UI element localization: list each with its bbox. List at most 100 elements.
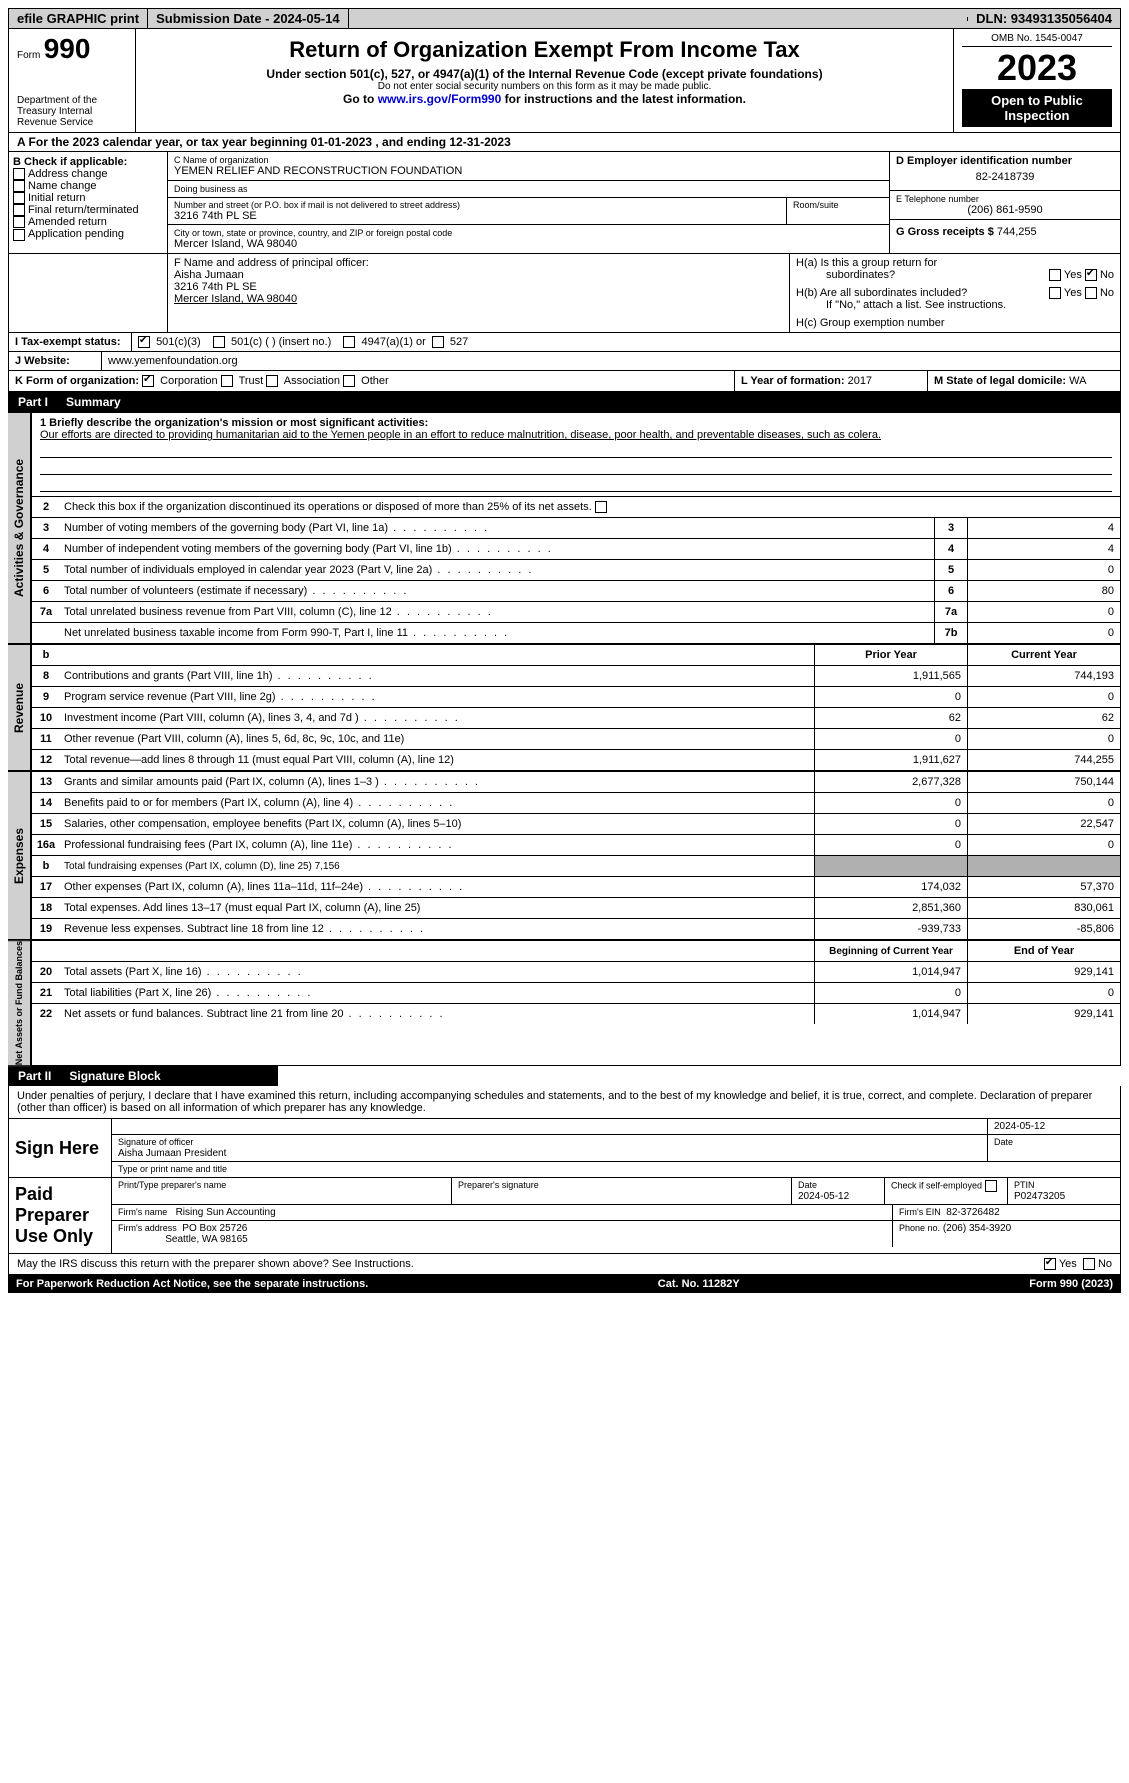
checkbox-icon[interactable] <box>13 204 25 216</box>
prep-name-label: Print/Type preparer's name <box>118 1180 226 1190</box>
l11-curr: 0 <box>967 729 1120 749</box>
ha-label: H(a) Is this a group return for <box>796 257 937 269</box>
l2-desc: Check this box if the organization disco… <box>64 501 592 513</box>
l7a-desc: Total unrelated business revenue from Pa… <box>60 604 934 620</box>
submission-date: Submission Date - 2024-05-14 <box>148 9 349 28</box>
checkbox-icon[interactable] <box>1049 287 1061 299</box>
checkbox-icon[interactable] <box>142 375 154 387</box>
checkbox-icon[interactable] <box>13 229 25 241</box>
l15-desc: Salaries, other compensation, employee b… <box>60 816 814 832</box>
l11-prior: 0 <box>814 729 967 749</box>
pra-notice: For Paperwork Reduction Act Notice, see … <box>16 1278 368 1290</box>
check-initial[interactable]: Initial return <box>13 192 163 204</box>
checkbox-icon[interactable] <box>432 336 444 348</box>
check-name[interactable]: Name change <box>13 180 163 192</box>
officer-signature: Aisha Jumaan President <box>118 1148 226 1159</box>
firm-ein: 82-3726482 <box>946 1207 999 1218</box>
part2-header: Part II Signature Block <box>8 1066 278 1086</box>
i-label: I Tax-exempt status: <box>9 333 132 351</box>
checkbox-icon[interactable] <box>595 501 607 513</box>
l21-desc: Total liabilities (Part X, line 26) <box>60 985 814 1001</box>
check-application[interactable]: Application pending <box>13 228 163 240</box>
checkbox-icon[interactable] <box>213 336 225 348</box>
checkbox-icon[interactable] <box>13 192 25 204</box>
page-footer: For Paperwork Reduction Act Notice, see … <box>8 1275 1121 1293</box>
discuss-yes: Yes <box>1059 1258 1077 1270</box>
l18-prior: 2,851,360 <box>814 898 967 918</box>
activities-governance: Activities & Governance 1 Briefly descri… <box>8 412 1121 644</box>
opt-527: 527 <box>450 336 468 348</box>
sub3-post: for instructions and the latest informat… <box>505 92 746 106</box>
l9-desc: Program service revenue (Part VIII, line… <box>60 689 814 705</box>
checkbox-icon[interactable] <box>343 375 355 387</box>
checkbox-icon[interactable] <box>1085 287 1097 299</box>
l8-curr: 744,193 <box>967 666 1120 686</box>
street-address: 3216 74th PL SE <box>174 210 780 222</box>
checkbox-icon[interactable] <box>13 168 25 180</box>
firm-name-label: Firm's name <box>118 1207 167 1217</box>
sig-date: 2024-05-12 <box>988 1119 1120 1134</box>
l10-curr: 62 <box>967 708 1120 728</box>
checkbox-icon[interactable] <box>13 180 25 192</box>
header-sub3: Go to www.irs.gov/Form990 for instructio… <box>144 92 945 106</box>
b-init: Initial return <box>28 192 85 204</box>
spacer-b <box>9 254 167 332</box>
l-value: 2017 <box>848 375 872 387</box>
m-label: M State of legal domicile: <box>934 375 1066 387</box>
l5-desc: Total number of individuals employed in … <box>60 562 934 578</box>
dba-label: Doing business as <box>174 184 883 194</box>
l17-desc: Other expenses (Part IX, column (A), lin… <box>60 879 814 895</box>
l1-label: 1 Briefly describe the organization's mi… <box>40 417 428 429</box>
section-h: H(a) Is this a group return for subordin… <box>790 254 1120 332</box>
discuss-no: No <box>1098 1258 1112 1270</box>
irs-link[interactable]: www.irs.gov/Form990 <box>378 92 502 106</box>
check-final[interactable]: Final return/terminated <box>13 204 163 216</box>
l-label: L Year of formation: <box>741 375 845 387</box>
checkbox-icon[interactable] <box>221 375 233 387</box>
checkbox-icon[interactable] <box>985 1180 997 1192</box>
l13-prior: 2,677,328 <box>814 772 967 792</box>
checkbox-icon[interactable] <box>13 216 25 228</box>
part1-header: Part I Summary <box>8 392 1121 412</box>
checkbox-icon[interactable] <box>1085 269 1097 281</box>
ptin-value: P02473205 <box>1014 1191 1065 1202</box>
l19-desc: Revenue less expenses. Subtract line 18 … <box>60 921 814 937</box>
l16a-curr: 0 <box>967 835 1120 855</box>
l14-desc: Benefits paid to or for members (Part IX… <box>60 795 814 811</box>
l16a-desc: Professional fundraising fees (Part IX, … <box>60 837 814 853</box>
checkbox-icon[interactable] <box>1049 269 1061 281</box>
checkbox-icon[interactable] <box>343 336 355 348</box>
discuss-row: May the IRS discuss this return with the… <box>8 1254 1121 1275</box>
sig-officer-label: Signature of officer <box>118 1137 193 1147</box>
l14-curr: 0 <box>967 793 1120 813</box>
revenue-section: Revenue bPrior YearCurrent Year 8Contrib… <box>8 644 1121 771</box>
firm-phone-label: Phone no. <box>899 1223 940 1233</box>
l19-prior: -939,733 <box>814 919 967 939</box>
end-hdr: End of Year <box>967 941 1120 961</box>
self-employed-label: Check if self-employed <box>891 1181 982 1191</box>
l22-prior: 1,014,947 <box>814 1004 967 1024</box>
l9-prior: 0 <box>814 687 967 707</box>
checkbox-icon[interactable] <box>1044 1258 1056 1270</box>
signature-section: Under penalties of perjury, I declare th… <box>8 1086 1121 1254</box>
main-info: B Check if applicable: Address change Na… <box>8 152 1121 254</box>
dept-treasury: Department of the Treasury Internal Reve… <box>17 95 127 128</box>
firm-addr1: PO Box 25726 <box>182 1223 247 1234</box>
opt-assoc: Association <box>284 375 340 387</box>
checkbox-icon[interactable] <box>138 336 150 348</box>
gross-label: G Gross receipts $ <box>896 226 994 238</box>
tab-activities: Activities & Governance <box>8 412 31 644</box>
checkbox-icon[interactable] <box>1083 1258 1095 1270</box>
check-amended[interactable]: Amended return <box>13 216 163 228</box>
tax-period: A For the 2023 calendar year, or tax yea… <box>8 133 1121 152</box>
b-app: Application pending <box>28 228 124 240</box>
l7a-val: 0 <box>967 602 1120 622</box>
officer-city: Mercer Island, WA 98040 <box>174 293 783 305</box>
check-address[interactable]: Address change <box>13 168 163 180</box>
checkbox-icon[interactable] <box>266 375 278 387</box>
sign-here-block: Sign Here 2024-05-12 Signature of office… <box>9 1118 1120 1177</box>
f-label: F Name and address of principal officer: <box>174 257 783 269</box>
b-amend: Amended return <box>28 216 107 228</box>
street-label: Number and street (or P.O. box if mail i… <box>174 200 780 210</box>
city-label: City or town, state or province, country… <box>174 228 883 238</box>
